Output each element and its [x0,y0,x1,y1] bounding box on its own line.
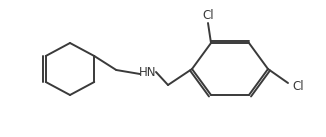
Text: Cl: Cl [292,81,304,93]
Text: Cl: Cl [202,8,214,22]
Text: HN: HN [139,66,157,79]
